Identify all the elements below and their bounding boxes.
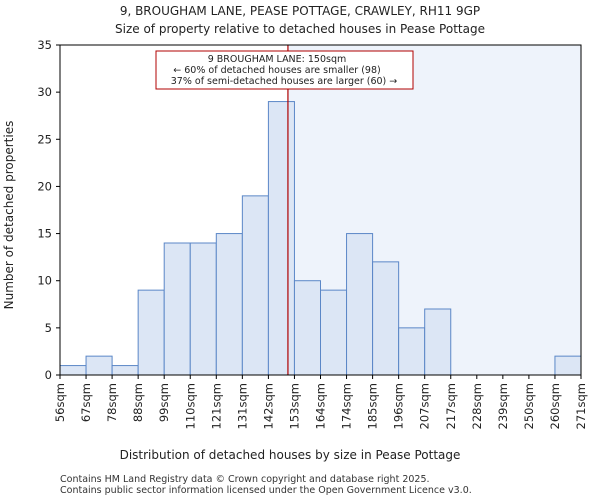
y-tick-label-5: 5 <box>45 321 52 335</box>
bar-67sqm <box>85 355 113 376</box>
x-tick-label-67sqm: 67sqm <box>79 383 93 422</box>
x-tick-label-217sqm: 217sqm <box>444 383 458 429</box>
bar-196sqm <box>398 327 426 376</box>
bar-121sqm <box>215 233 243 376</box>
annotation-border <box>155 50 414 90</box>
x-tick-label-271sqm: 271sqm <box>574 383 588 429</box>
plot-area: 0 5 10 15 20 25 30 35 56sqm 67sqm 78sqm 88sqm 99sqm… <box>37 38 588 429</box>
x-tick-label-121sqm: 121sqm <box>209 383 223 429</box>
bar-78sqm <box>111 365 139 376</box>
bar-153sqm <box>293 280 322 376</box>
y-axis: 0 5 10 15 20 25 30 35 <box>37 38 60 382</box>
x-tick-label-99sqm: 99sqm <box>157 383 171 422</box>
chart-title: 9, BROUGHAM LANE, PEASE POTTAGE, CRAWLEY… <box>120 4 480 18</box>
bar-164sqm <box>320 289 348 376</box>
y-tick-label-25: 25 <box>37 132 52 146</box>
bar-131sqm <box>241 195 269 376</box>
bar-56sqm <box>59 365 87 376</box>
x-tick-label-153sqm: 153sqm <box>287 383 301 429</box>
bar-142sqm <box>267 101 295 376</box>
x-tick-label-207sqm: 207sqm <box>418 383 432 429</box>
y-axis-label: Number of detached properties <box>2 121 16 310</box>
footer-line-1: Contains HM Land Registry data © Crown c… <box>60 474 430 485</box>
annotation-box: 9 BROUGHAM LANE: 150sqm ← 60% of detache… <box>155 50 414 90</box>
x-tick-label-78sqm: 78sqm <box>105 383 119 422</box>
x-axis-label: Distribution of detached houses by size … <box>120 448 461 462</box>
annotation-line-3: 37% of semi-detached houses are larger (… <box>171 76 398 87</box>
x-tick-label-110sqm: 110sqm <box>183 383 197 429</box>
bar-207sqm <box>424 308 452 376</box>
chart-subtitle: Size of property relative to detached ho… <box>115 22 485 36</box>
x-tick-label-142sqm: 142sqm <box>261 383 275 429</box>
y-tick-label-35: 35 <box>37 38 52 52</box>
annotation-line-1: 9 BROUGHAM LANE: 150sqm <box>208 54 347 65</box>
annotation-line-2: ← 60% of detached houses are smaller (98… <box>173 65 380 76</box>
bar-260sqm <box>554 355 582 376</box>
bar-99sqm <box>163 242 191 376</box>
x-tick-label-131sqm: 131sqm <box>235 383 249 429</box>
bar-110sqm <box>189 242 217 376</box>
x-tick-label-185sqm: 185sqm <box>366 383 380 429</box>
x-tick-label-196sqm: 196sqm <box>392 383 406 429</box>
y-tick-label-0: 0 <box>45 368 52 382</box>
bar-185sqm <box>372 261 400 376</box>
footer-line-2: Contains public sector information licen… <box>60 485 472 496</box>
x-tick-label-174sqm: 174sqm <box>340 383 354 429</box>
x-axis: 56sqm 67sqm 78sqm 88sqm 99sqm 110sqm 121sqm 131… <box>53 375 588 429</box>
y-tick-label-30: 30 <box>37 85 52 99</box>
x-tick-label-228sqm: 228sqm <box>470 383 484 429</box>
x-tick-label-239sqm: 239sqm <box>496 383 510 429</box>
y-tick-label-15: 15 <box>37 227 52 241</box>
x-tick-label-164sqm: 164sqm <box>314 383 328 429</box>
x-tick-label-260sqm: 260sqm <box>548 383 562 429</box>
x-tick-label-56sqm: 56sqm <box>53 383 67 422</box>
bars-group <box>59 101 582 376</box>
y-tick-label-20: 20 <box>37 179 52 193</box>
bar-174sqm <box>346 233 374 376</box>
x-tick-label-250sqm: 250sqm <box>522 383 536 429</box>
y-tick-label-10: 10 <box>37 274 52 288</box>
x-tick-label-88sqm: 88sqm <box>131 383 145 422</box>
bar-88sqm <box>137 289 165 376</box>
